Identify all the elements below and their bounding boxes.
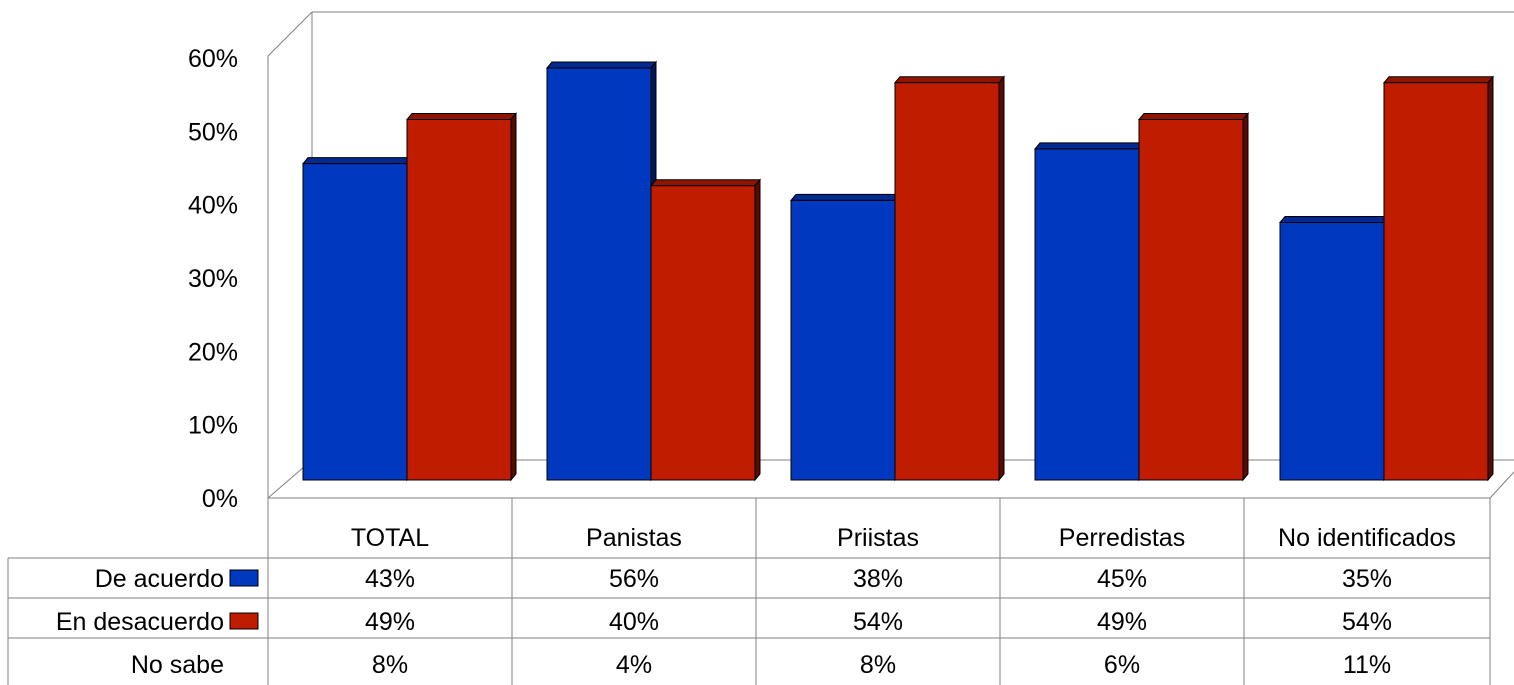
x-tick-label: Panistas [586, 524, 682, 552]
table-value: 56% [609, 565, 659, 593]
y-tick-label: 50% [188, 118, 238, 146]
y-tick-label: 30% [188, 265, 238, 293]
legend-key [229, 569, 259, 587]
bar-top [649, 179, 762, 187]
bar-top [893, 76, 1006, 84]
y-tick-label: 10% [188, 412, 238, 440]
bar [546, 67, 652, 481]
table-value: 54% [853, 608, 903, 636]
series-name: De acuerdo [95, 565, 224, 593]
bar-top [301, 157, 414, 165]
x-tick-label: Perredistas [1059, 524, 1185, 552]
table-value: 43% [365, 565, 415, 593]
table-value: 8% [860, 651, 896, 679]
bar [894, 82, 1000, 481]
bar-side [998, 75, 1005, 482]
bar-side [1242, 112, 1249, 482]
table-value: 38% [853, 565, 903, 593]
table-value: 49% [365, 608, 415, 636]
bar-top [1382, 76, 1495, 84]
x-tick-label: TOTAL [351, 524, 429, 552]
bar [1383, 82, 1489, 481]
legend-key [229, 612, 259, 630]
table-value: 35% [1342, 565, 1392, 593]
y-tick-label: 20% [188, 338, 238, 366]
bar-top [405, 113, 518, 120]
table-value: 49% [1097, 608, 1147, 636]
bar [1034, 148, 1140, 481]
bar [790, 199, 896, 481]
table-value: 6% [1104, 651, 1140, 679]
y-tick-label: 60% [188, 45, 238, 73]
table-value: 40% [609, 608, 659, 636]
bar-top [1137, 113, 1250, 120]
bar [1138, 119, 1244, 481]
bar [650, 185, 756, 481]
bar [406, 119, 512, 481]
series-name: No sabe [131, 651, 224, 679]
bar [302, 163, 408, 481]
x-tick-label: No identificados [1278, 524, 1456, 552]
bar-top [1278, 216, 1391, 223]
table-value: 54% [1342, 608, 1392, 636]
bar-top [1033, 142, 1146, 150]
series-name: En desacuerdo [56, 608, 224, 636]
bar-side [1487, 75, 1494, 482]
bar [1279, 222, 1385, 481]
bar-side [754, 178, 761, 482]
side-wall-top-edge [267, 11, 313, 57]
table-value: 11% [1343, 651, 1391, 679]
bar-top [545, 61, 658, 69]
bar-top [789, 193, 902, 201]
y-tick-label: 40% [188, 192, 238, 220]
table-value: 4% [616, 651, 652, 679]
table-value: 45% [1097, 565, 1147, 593]
table-value: 8% [372, 651, 408, 679]
x-tick-label: Priistas [837, 524, 919, 552]
bar-side [510, 112, 517, 482]
y-tick-label: 0% [202, 485, 238, 513]
floor-right-edge [1489, 471, 1514, 499]
